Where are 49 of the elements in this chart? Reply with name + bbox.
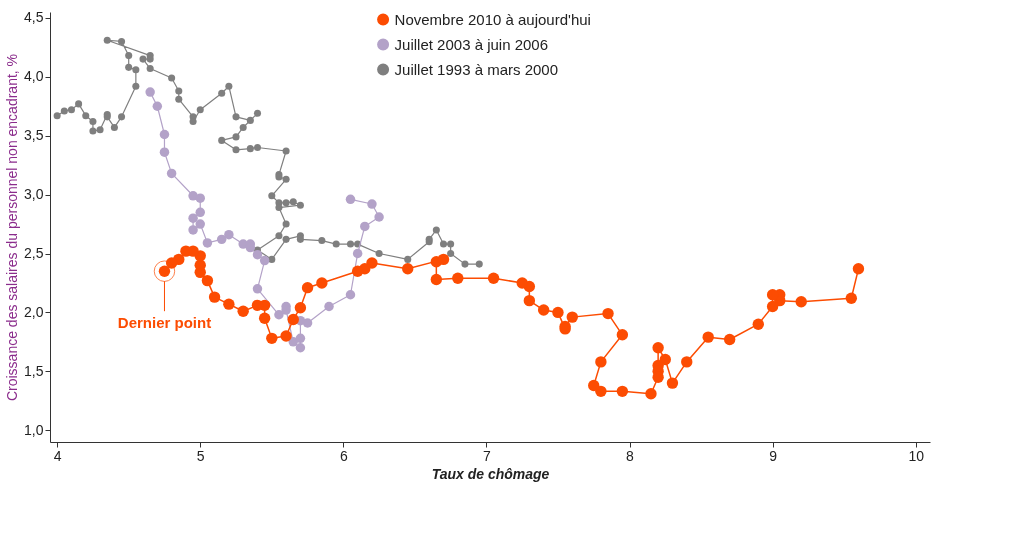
x-axis-title: Taux de chômage xyxy=(431,465,550,482)
point xyxy=(252,249,263,260)
point xyxy=(360,221,370,232)
point xyxy=(159,147,170,157)
x-tick-label: 7 xyxy=(483,447,492,464)
point xyxy=(302,318,313,328)
point xyxy=(145,87,155,97)
x-tick-label: 6 xyxy=(339,447,348,464)
point xyxy=(195,219,205,229)
y-tick-label: 3,5 xyxy=(24,127,44,144)
point xyxy=(345,194,356,205)
y-tick-label: 2,5 xyxy=(24,245,44,262)
point xyxy=(152,101,163,111)
legend-label: Juillet 1993 à mars 2000 xyxy=(394,60,559,78)
point xyxy=(295,343,306,353)
point xyxy=(345,290,356,300)
x-tick-label: 4 xyxy=(53,447,62,464)
point xyxy=(166,168,177,179)
point xyxy=(216,234,227,245)
x-tick-label: 8 xyxy=(626,447,635,464)
point xyxy=(195,207,205,218)
y-tick-label: 3,0 xyxy=(24,186,44,203)
point xyxy=(188,213,198,223)
point xyxy=(195,193,205,203)
annotation: Dernier point xyxy=(117,314,212,332)
x-tick-label: 10 xyxy=(908,447,925,464)
point xyxy=(274,310,284,320)
point xyxy=(188,225,198,235)
point xyxy=(224,229,234,240)
point xyxy=(252,284,263,294)
point xyxy=(352,248,363,259)
point xyxy=(202,238,213,248)
legend-label: Novembre 2010 à aujourd'hui xyxy=(394,10,591,28)
point xyxy=(288,337,298,347)
point xyxy=(159,129,170,140)
y-tick-label: 1,0 xyxy=(24,421,44,438)
point xyxy=(367,199,377,209)
y-axis-title: Croissance des salaires du personnel non encadrant, % xyxy=(4,53,21,402)
y-tick-label: 4,5 xyxy=(24,9,44,26)
point xyxy=(374,212,384,222)
y-tick-label: 2,0 xyxy=(24,303,44,320)
legend-label: Juillet 2003 à juin 2006 xyxy=(394,35,549,53)
point xyxy=(259,255,270,266)
x-tick-label: 5 xyxy=(196,447,205,464)
y-tick-label: 4,0 xyxy=(24,68,44,85)
point xyxy=(324,301,334,312)
point xyxy=(295,333,306,344)
y-tick-label: 1,5 xyxy=(24,362,44,379)
x-tick-label: 9 xyxy=(769,447,778,464)
